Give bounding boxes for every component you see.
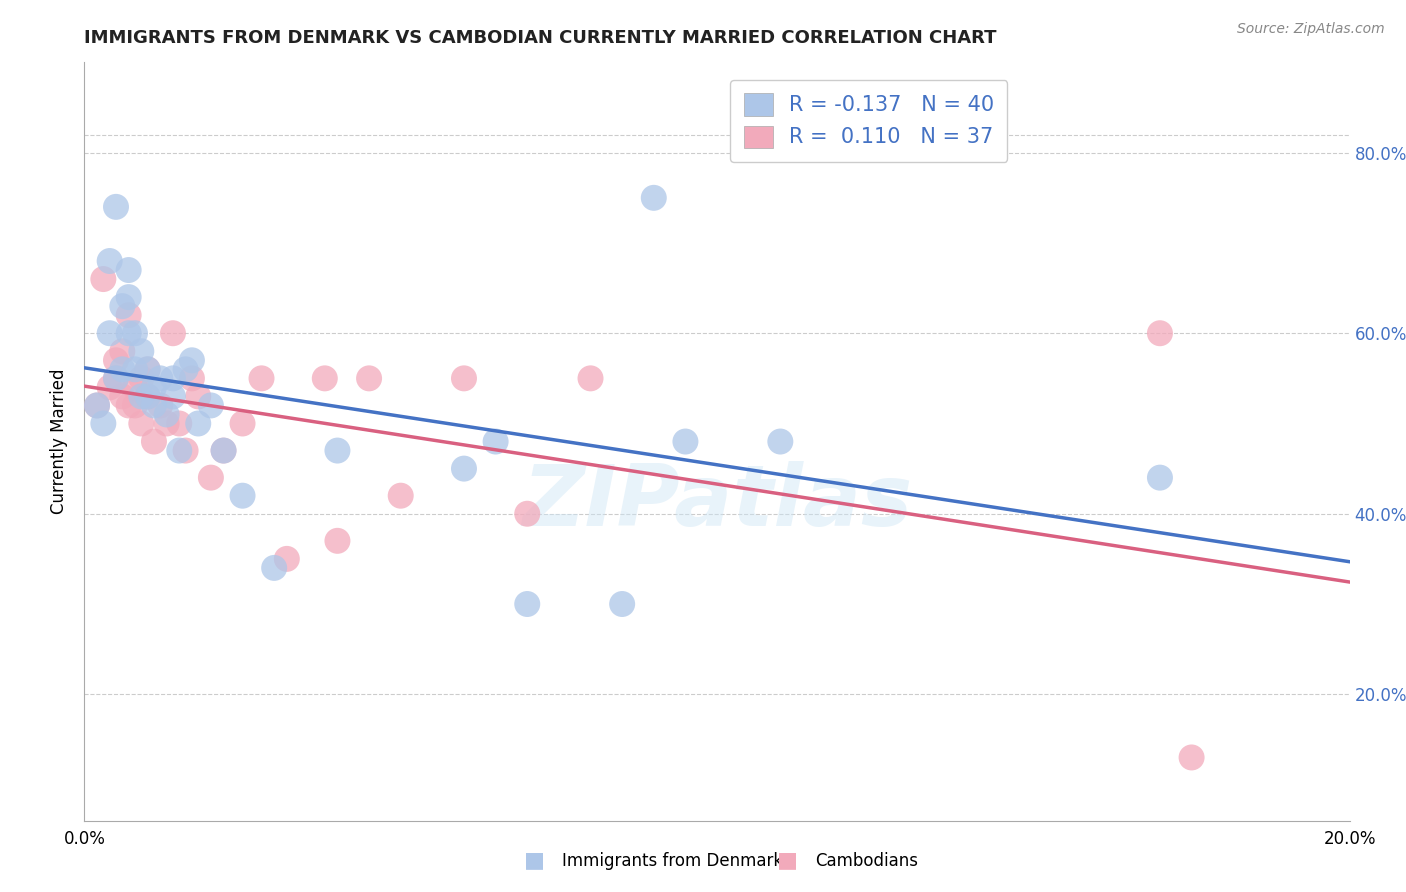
Point [93,417,115,431]
Point [86,399,108,413]
Point [174,443,197,458]
Point [187,389,209,403]
Point [129,417,153,431]
Point [129,344,153,359]
Text: Cambodians: Cambodians [815,852,918,870]
Point [105,371,127,385]
Point [326,443,349,458]
Point [143,380,166,394]
Point [162,371,184,385]
Point [769,434,792,449]
Point [136,389,159,403]
Point [1149,326,1171,341]
Point [136,362,159,376]
Point [231,417,254,431]
Point [516,597,538,611]
Point [212,443,235,458]
Point [612,597,634,611]
Point [98,380,121,394]
Point [200,399,222,413]
Point [516,507,538,521]
Point [124,362,146,376]
Text: Immigrants from Denmark: Immigrants from Denmark [562,852,783,870]
Point [105,200,127,214]
Point [1180,750,1202,764]
Point [326,533,349,548]
Point [136,362,159,376]
Point [129,389,153,403]
Text: IMMIGRANTS FROM DENMARK VS CAMBODIAN CURRENTLY MARRIED CORRELATION CHART: IMMIGRANTS FROM DENMARK VS CAMBODIAN CUR… [84,29,997,47]
Point [276,552,298,566]
Point [155,417,177,431]
Point [86,399,108,413]
Point [263,561,285,575]
Point [1149,470,1171,484]
Point [111,299,134,313]
Point [118,290,141,304]
Text: ■: ■ [778,850,797,870]
Point [93,272,115,286]
Point [118,308,141,322]
Point [149,399,172,413]
Point [250,371,273,385]
Point [143,434,166,449]
Text: ZIPatlas: ZIPatlas [522,460,912,544]
Point [314,371,336,385]
Point [155,408,177,422]
Point [111,344,134,359]
Point [118,326,141,341]
Point [169,417,191,431]
Point [149,371,172,385]
Point [124,380,146,394]
Point [136,389,159,403]
Point [124,326,146,341]
Point [162,389,184,403]
Point [231,489,254,503]
Point [118,399,141,413]
Point [162,326,184,341]
Y-axis label: Currently Married: Currently Married [49,368,67,515]
Point [111,389,134,403]
Point [98,254,121,268]
Point [643,191,665,205]
Point [105,371,127,385]
Point [180,353,204,368]
Legend: R = -0.137   N = 40, R =  0.110   N = 37: R = -0.137 N = 40, R = 0.110 N = 37 [730,79,1008,161]
Point [453,371,475,385]
Point [200,470,222,484]
Point [357,371,380,385]
Point [180,371,204,385]
Point [124,399,146,413]
Point [212,443,235,458]
Point [174,362,197,376]
Point [484,434,508,449]
Text: Source: ZipAtlas.com: Source: ZipAtlas.com [1237,22,1385,37]
Point [105,353,127,368]
Point [187,417,209,431]
Point [98,326,121,341]
Point [389,489,412,503]
Point [111,362,134,376]
Point [129,371,153,385]
Point [118,263,141,277]
Point [143,399,166,413]
Point [579,371,602,385]
Point [675,434,697,449]
Text: ■: ■ [524,850,544,870]
Point [453,461,475,475]
Point [169,443,191,458]
